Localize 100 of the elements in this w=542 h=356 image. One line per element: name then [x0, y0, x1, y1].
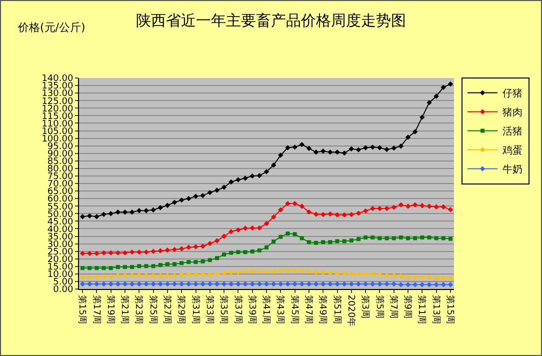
point — [94, 266, 99, 270]
point — [207, 240, 212, 246]
point — [272, 240, 276, 244]
point — [236, 270, 241, 275]
point — [151, 264, 156, 268]
point — [362, 145, 368, 150]
point — [412, 202, 418, 208]
point — [405, 282, 411, 288]
point — [236, 177, 241, 182]
point — [228, 228, 234, 234]
point — [398, 235, 403, 240]
point — [420, 203, 425, 208]
point — [384, 281, 390, 287]
point — [391, 145, 396, 151]
point — [306, 240, 311, 244]
x-tick-label: 第29周 — [176, 294, 187, 324]
point — [115, 250, 121, 256]
point — [377, 206, 382, 212]
point — [405, 134, 411, 140]
point — [250, 249, 254, 254]
point — [320, 281, 326, 287]
point — [270, 214, 276, 220]
point — [278, 152, 284, 158]
point — [334, 212, 340, 218]
point — [356, 210, 362, 216]
point — [348, 146, 354, 152]
point — [377, 281, 382, 287]
point — [328, 281, 333, 287]
point — [349, 238, 354, 242]
point — [370, 206, 376, 212]
point — [178, 246, 184, 252]
point — [427, 235, 432, 240]
point — [264, 220, 270, 226]
point — [87, 281, 92, 287]
point — [80, 274, 86, 280]
point — [285, 145, 290, 150]
point — [334, 150, 340, 155]
point — [406, 236, 410, 240]
point — [228, 281, 234, 287]
x-tick-label: 第39周 — [246, 294, 258, 324]
y-tick-label: 0.00 — [53, 285, 74, 296]
point — [370, 144, 376, 150]
point — [384, 272, 390, 278]
point — [391, 281, 396, 287]
point — [101, 250, 106, 256]
point — [243, 250, 248, 254]
point — [158, 273, 163, 278]
point — [440, 275, 446, 281]
point — [116, 265, 120, 269]
point — [144, 249, 149, 255]
point — [384, 146, 390, 152]
point — [193, 281, 198, 287]
point — [193, 272, 198, 278]
point — [426, 274, 432, 280]
point — [264, 268, 270, 274]
point — [356, 147, 362, 152]
point — [285, 268, 290, 274]
point — [299, 142, 304, 148]
point — [362, 271, 368, 277]
point — [108, 266, 113, 270]
point — [88, 266, 92, 270]
point — [221, 234, 227, 239]
point — [200, 192, 206, 198]
x-tick-label: 2020年 — [345, 294, 356, 327]
point — [334, 281, 340, 287]
x-tick-label: 第7周 — [388, 294, 399, 319]
point — [392, 236, 396, 240]
point — [150, 248, 156, 254]
point — [236, 281, 241, 287]
point — [122, 265, 127, 269]
point — [221, 184, 227, 190]
point — [420, 274, 425, 280]
point — [94, 281, 100, 287]
point — [242, 281, 248, 287]
x-tick-label: 第27周 — [162, 294, 173, 324]
point — [278, 207, 284, 212]
point — [320, 270, 326, 275]
point — [398, 144, 404, 149]
point — [87, 274, 92, 280]
point — [214, 256, 219, 260]
point — [342, 270, 347, 276]
point — [348, 271, 354, 277]
point — [122, 210, 128, 215]
point — [164, 202, 170, 208]
point — [440, 84, 446, 90]
x-tick-label: 第13周 — [430, 294, 442, 324]
point — [412, 282, 418, 288]
point — [278, 234, 283, 239]
point — [186, 272, 192, 278]
legend-label: 猪肉 — [502, 106, 522, 119]
point — [434, 236, 438, 240]
point — [242, 268, 248, 274]
point — [172, 200, 178, 205]
x-tick-label: 第25周 — [147, 294, 158, 324]
point — [278, 281, 284, 287]
x-tick-label: 第47周 — [303, 294, 314, 324]
point — [193, 194, 198, 199]
x-tick-label: 第37周 — [232, 294, 244, 324]
point — [236, 227, 241, 233]
point — [200, 272, 206, 278]
